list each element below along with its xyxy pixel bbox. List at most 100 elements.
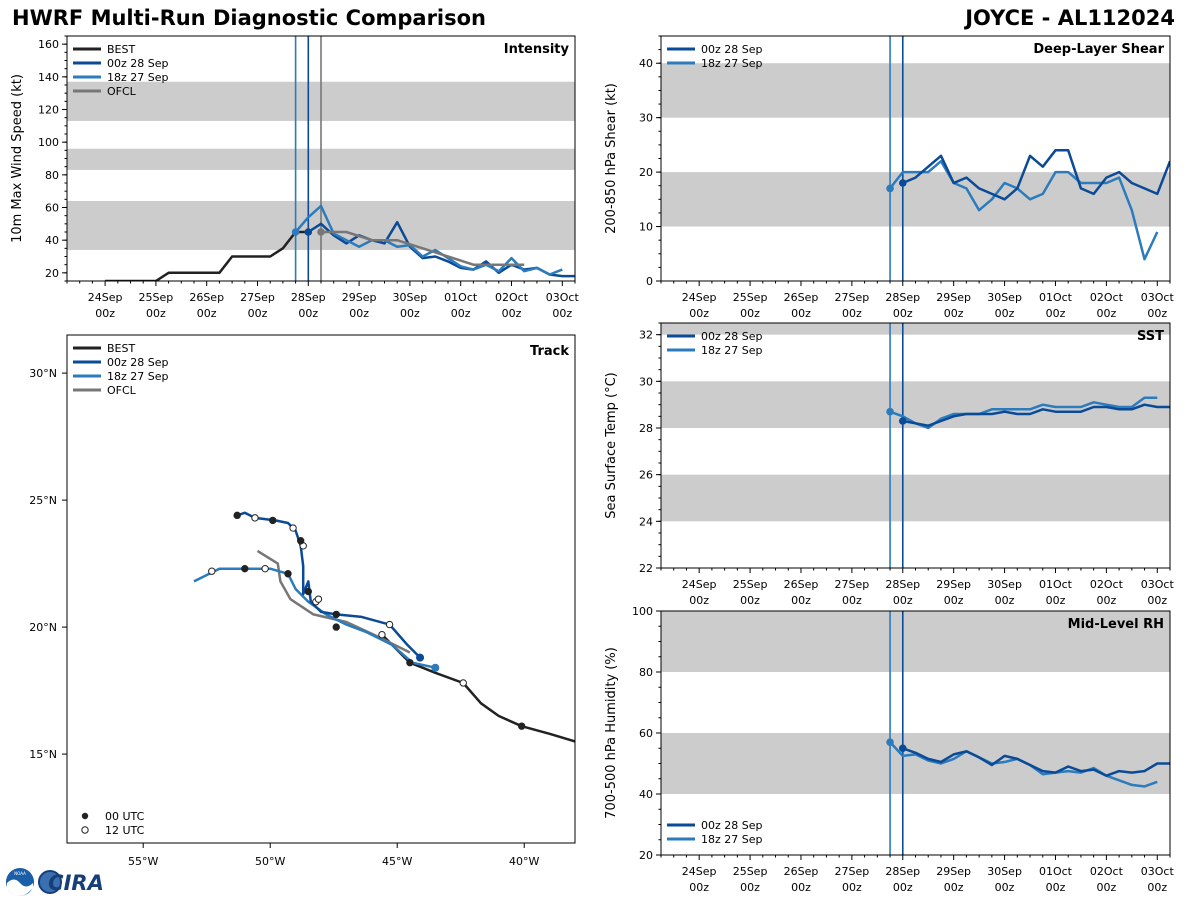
lon-tick-label: 50°W <box>255 855 285 868</box>
x-tick-label-hour: 00z <box>944 307 964 320</box>
x-tick-label-hour: 00z <box>995 307 1015 320</box>
y-tick-label: 160 <box>38 38 59 51</box>
track-marker-00utc <box>269 516 277 525</box>
intensity-init-marker <box>317 228 325 236</box>
x-tick-label-hour: 00z <box>995 881 1015 894</box>
legend-label: BEST <box>107 342 135 355</box>
x-tick-label-hour: 00z <box>893 594 913 607</box>
x-tick-label-date: 26Sep <box>784 578 819 591</box>
track-marker-00utc <box>241 564 249 573</box>
x-tick-label-hour: 00z <box>740 594 760 607</box>
y-tick-label: 40 <box>45 234 59 247</box>
x-tick-label-hour: 00z <box>791 594 811 607</box>
x-tick-label-hour: 00z <box>298 307 318 320</box>
rh-panel: 20 40 60 80 100 24Sep 00z 25Sep 00z 26Sep 00z 27Sep… <box>604 605 1174 894</box>
x-tick-label-hour: 00z <box>893 881 913 894</box>
x-tick-label-hour: 00z <box>1147 307 1167 320</box>
x-tick-label-hour: 00z <box>1046 594 1066 607</box>
track-title: Track <box>530 344 569 359</box>
x-tick-label-hour: 00z <box>1147 881 1167 894</box>
marker-legend-open-label: 12 UTC <box>105 824 145 837</box>
x-tick-label-date: 02Oct <box>495 291 529 304</box>
legend-label: 18z 27 Sep <box>107 370 169 383</box>
lon-tick-label: 55°W <box>128 855 158 868</box>
intensity-panel: 20 40 60 80 100 120 140 160 24Sep 00z 25Sep 00z 26Se… <box>10 35 580 320</box>
noaa-cira-logo: NOAA CIRA <box>6 868 104 896</box>
track-marker-00utc <box>332 610 340 619</box>
sst-band <box>661 381 1170 428</box>
x-tick-label-hour: 00z <box>349 307 369 320</box>
y-tick-label: 60 <box>45 202 59 215</box>
x-tick-label-date: 24Sep <box>682 291 717 304</box>
track-marker-00utc <box>284 570 292 578</box>
y-tick-label: 20 <box>639 166 653 179</box>
rh-init-marker <box>886 738 894 746</box>
legend-label: 00z 28 Sep <box>701 819 763 832</box>
track-panel: 55°W 50°W 45°W 40°W 15°N 20°N 25°N 30°N Track BES… <box>29 334 576 868</box>
track-init-marker <box>431 663 440 672</box>
rh-band <box>661 611 1170 672</box>
sst-frame <box>660 322 1171 569</box>
rh-title: Mid-Level RH <box>1068 617 1164 632</box>
x-tick-label-date: 29Sep <box>936 291 971 304</box>
track-series-ofcl <box>256 549 411 654</box>
y-tick-label: 30 <box>639 375 653 388</box>
x-tick-label-date: 03Oct <box>546 291 580 304</box>
x-tick-label-date: 01Oct <box>1039 578 1073 591</box>
track-marker-12utc <box>289 524 297 532</box>
shear-series-18z-27-sep <box>889 159 1159 261</box>
shear-series-00z-28-sep <box>902 149 1170 201</box>
shear-band <box>661 63 1170 118</box>
y-tick-label: 140 <box>38 71 59 84</box>
legend-label: 00z 28 Sep <box>701 43 763 56</box>
x-tick-label-hour: 00z <box>1096 881 1116 894</box>
x-tick-label-date: 02Oct <box>1090 865 1124 878</box>
track-marker-00utc <box>233 511 241 520</box>
y-tick-label: 28 <box>639 422 653 435</box>
track-marker-00utc <box>304 587 312 596</box>
rh-init-marker <box>898 744 907 753</box>
x-tick-label-date: 25Sep <box>733 578 768 591</box>
x-tick-label-hour: 00z <box>451 307 471 320</box>
x-tick-label-date: 29Sep <box>936 578 971 591</box>
y-tick-label: 120 <box>38 104 59 117</box>
legend-label: OFCL <box>107 384 137 397</box>
legend-label: 18z 27 Sep <box>107 71 169 84</box>
intensity-title: Intensity <box>504 42 570 57</box>
y-tick-label: 100 <box>38 136 59 149</box>
marker-legend-solid-label: 00 UTC <box>105 810 145 823</box>
legend-label: OFCL <box>107 85 137 98</box>
x-tick-label-date: 29Sep <box>342 291 377 304</box>
track-marker-12utc <box>261 564 269 573</box>
intensity-init-marker <box>291 228 300 236</box>
x-tick-label-date: 30Sep <box>987 291 1022 304</box>
noaa-seal-text: NOAA <box>14 871 26 876</box>
x-tick-label-hour: 00z <box>552 307 572 320</box>
y-tick-label: 32 <box>639 329 653 342</box>
x-tick-label-date: 27Sep <box>240 291 275 304</box>
x-tick-label-date: 28Sep <box>885 865 920 878</box>
track-marker-12utc <box>378 631 386 639</box>
shear-init-marker <box>898 179 907 187</box>
track-marker-12utc <box>459 679 467 687</box>
lat-tick-label: 25°N <box>29 494 57 507</box>
y-tick-label: 80 <box>45 169 59 182</box>
x-tick-label-date: 26Sep <box>784 865 819 878</box>
x-tick-label-date: 30Sep <box>987 578 1022 591</box>
intensity-init-marker <box>304 228 313 236</box>
x-tick-label-hour: 00z <box>502 307 522 320</box>
y-tick-label: 10 <box>639 221 653 234</box>
x-tick-label-hour: 00z <box>842 307 862 320</box>
x-tick-label-hour: 00z <box>1096 594 1116 607</box>
lon-tick-label: 45°W <box>382 855 412 868</box>
x-tick-label-date: 02Oct <box>1090 291 1124 304</box>
x-tick-label-hour: 00z <box>842 594 862 607</box>
x-tick-label-hour: 00z <box>689 594 709 607</box>
track-marker-00utc <box>406 658 414 667</box>
x-tick-label-hour: 00z <box>944 881 964 894</box>
track-marker-12utc <box>314 595 323 603</box>
noaa-seal-wave <box>7 879 33 896</box>
intensity-series-ofcl <box>321 230 525 266</box>
x-tick-label-hour: 00z <box>1147 594 1167 607</box>
